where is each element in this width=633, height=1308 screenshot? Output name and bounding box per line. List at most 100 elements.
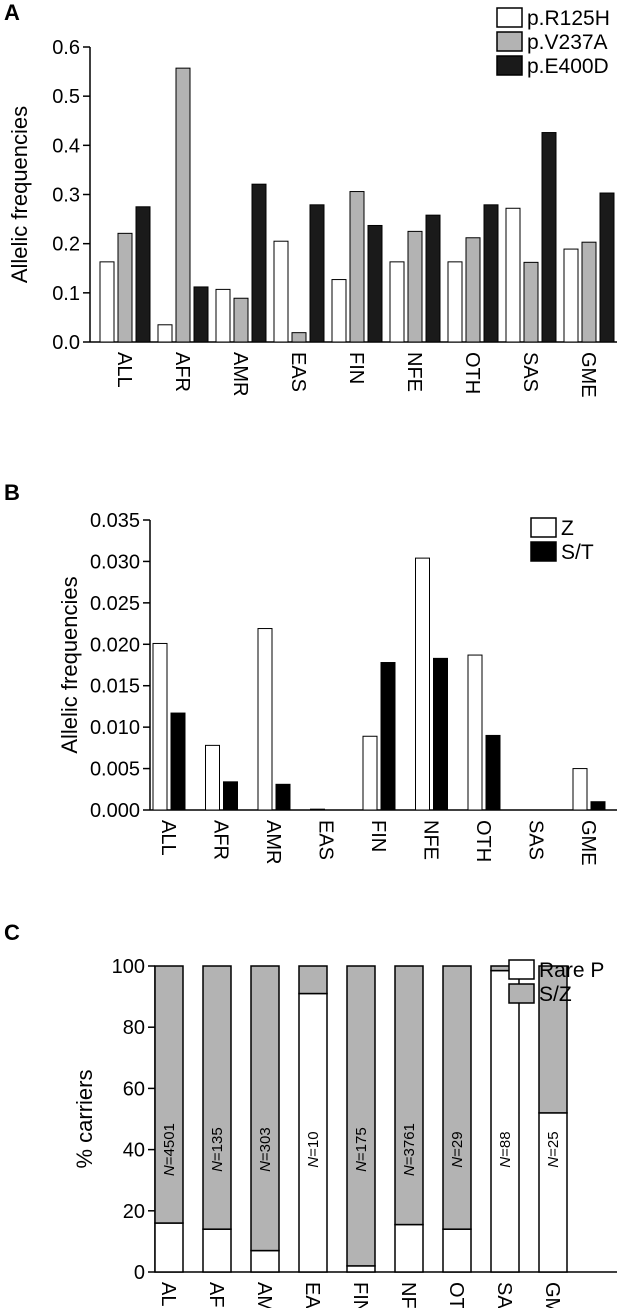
bar-a-nfe-p-e400d xyxy=(425,214,441,343)
bar-a-all-p-r125h xyxy=(99,261,115,343)
x-tick-label-b-fin: FIN xyxy=(367,820,389,852)
bar-c-gme-rare-p xyxy=(538,1112,568,1273)
bar-c-gme-s-z xyxy=(538,965,568,1114)
bar-c-afr-s-z xyxy=(202,965,232,1230)
x-tick-label-c-eas: EAS xyxy=(301,1282,323,1308)
y-tick-label-b: 0.020 xyxy=(90,634,140,656)
chart-c: 0 20 40 60 80 100 % carriers N=4501 ALL N=135 AFR N… xyxy=(72,956,617,1308)
y-tick-label-b: 0.025 xyxy=(90,593,140,615)
panel-letter-b: B xyxy=(4,480,20,505)
panel-letter-a: A xyxy=(4,0,20,25)
y-tick-label-b: 0.000 xyxy=(90,800,140,822)
x-tick-label-c-fin: FIN xyxy=(349,1282,371,1308)
legend-label-a-p-v237a: p.V237A xyxy=(527,31,608,54)
n-label-afr: N=135 xyxy=(209,1127,226,1172)
bar-b-oth-z xyxy=(467,654,483,811)
y-tick-label-c: 20 xyxy=(123,1201,145,1223)
x-tick-label-c-afr: AFR xyxy=(205,1282,227,1308)
legend-label-c-rare-p: Rare P xyxy=(539,959,604,982)
x-tick-label-c-nfe: NFE xyxy=(397,1282,419,1308)
legend-label-a-p-r125h: p.R125H xyxy=(527,7,610,30)
bar-b-gme-s-t xyxy=(590,801,606,811)
n-label-oth: N=29 xyxy=(449,1131,466,1167)
bar-c-fin-rare-p xyxy=(346,1265,376,1273)
bar-a-all-p-v237a xyxy=(117,232,133,343)
bar-a-fin-p-r125h xyxy=(331,279,347,343)
y-axis-label-b: Allelic frequencies xyxy=(57,576,82,753)
y-tick-label-b: 0.015 xyxy=(90,676,140,698)
n-label-gme: N=25 xyxy=(545,1131,562,1167)
bar-a-gme-p-v237a xyxy=(581,241,597,343)
bar-c-amr-s-z xyxy=(250,965,280,1252)
bar-a-afr-p-r125h xyxy=(157,324,173,343)
bar-c-all-s-z xyxy=(154,965,184,1224)
x-tick-label-b-afr: AFR xyxy=(210,820,232,860)
y-tick-label-a: 0.3 xyxy=(52,185,80,207)
legend-swatch-b-z xyxy=(530,517,557,538)
bar-c-eas-rare-p xyxy=(298,992,328,1273)
x-tick-label-c-gme: GME xyxy=(541,1282,563,1308)
bar-a-gme-p-r125h xyxy=(563,248,579,343)
x-tick-label-a-amr: AMR xyxy=(229,352,251,396)
bar-a-amr-p-e400d xyxy=(251,183,267,343)
n-label-fin: N=175 xyxy=(353,1127,370,1172)
n-label-all: N=4501 xyxy=(161,1123,178,1176)
legend-swatch-a-p-r125h xyxy=(496,7,523,28)
y-tick-label-a: 0.4 xyxy=(52,135,80,157)
bar-c-afr-rare-p xyxy=(202,1228,232,1273)
x-tick-label-a-fin: FIN xyxy=(345,352,367,384)
x-tick-label-b-eas: EAS xyxy=(315,820,337,860)
bar-a-amr-p-r125h xyxy=(215,288,231,343)
bar-c-nfe-s-z xyxy=(394,965,424,1226)
n-label-amr: N=303 xyxy=(257,1127,274,1172)
bar-b-amr-z xyxy=(257,628,273,811)
y-tick-label-a: 0.0 xyxy=(52,332,80,354)
y-tick-label-c: 80 xyxy=(123,1017,145,1039)
bar-a-all-p-e400d xyxy=(135,206,151,343)
x-tick-label-c-sas: SAS xyxy=(493,1282,515,1308)
legend-label-b-s-t: S/T xyxy=(561,541,594,564)
y-tick-label-c: 100 xyxy=(112,956,145,978)
bar-b-fin-s-t xyxy=(380,662,396,811)
bar-a-oth-p-v237a xyxy=(465,237,481,343)
bar-a-gme-p-e400d xyxy=(599,192,615,343)
bar-c-fin-s-z xyxy=(346,965,376,1267)
y-tick-label-b: 0.005 xyxy=(90,759,140,781)
bar-c-all-rare-p xyxy=(154,1222,184,1273)
bar-c-sas-rare-p xyxy=(490,969,520,1273)
x-tick-label-b-oth: OTH xyxy=(472,820,494,862)
bar-b-all-z xyxy=(152,642,168,811)
bar-b-fin-z xyxy=(362,735,378,811)
x-tick-label-c-oth: OTH xyxy=(445,1282,467,1308)
x-tick-label-a-oth: OTH xyxy=(461,352,483,394)
bar-a-eas-p-r125h xyxy=(273,240,289,343)
legend-swatch-a-p-v237a xyxy=(496,31,523,52)
bar-a-afr-p-e400d xyxy=(193,286,209,343)
y-tick-label-b: 0.030 xyxy=(90,551,140,573)
legend-swatch-a-p-e400d xyxy=(496,55,523,76)
x-tick-label-a-eas: EAS xyxy=(287,352,309,392)
panel-letter-c: C xyxy=(4,920,20,945)
bar-b-afr-z xyxy=(205,744,220,811)
legend-label-b-z: Z xyxy=(561,517,574,540)
bar-b-oth-s-t xyxy=(485,734,501,811)
bar-a-sas-p-v237a xyxy=(523,261,539,343)
bar-a-nfe-p-r125h xyxy=(389,261,405,343)
bar-a-sas-p-r125h xyxy=(505,207,521,343)
bar-c-eas-s-z xyxy=(298,965,328,995)
bar-c-oth-rare-p xyxy=(442,1228,472,1273)
bar-a-fin-p-e400d xyxy=(367,224,383,343)
bar-a-eas-p-e400d xyxy=(309,204,325,343)
bar-a-eas-p-v237a xyxy=(291,332,307,343)
bar-a-oth-p-e400d xyxy=(483,204,499,343)
x-tick-label-b-sas: SAS xyxy=(525,820,547,860)
x-tick-label-b-amr: AMR xyxy=(262,820,284,864)
bar-a-fin-p-v237a xyxy=(349,191,365,343)
bar-c-amr-rare-p xyxy=(250,1249,280,1273)
chart-b: 0.000 0.005 0.010 0.015 0.020 0.025 0.030 0.035… xyxy=(57,510,617,866)
bar-a-sas-p-e400d xyxy=(541,132,557,343)
x-tick-label-c-amr: AMR xyxy=(253,1282,275,1308)
y-axis-label-c: % carriers xyxy=(72,1069,97,1168)
bar-a-nfe-p-v237a xyxy=(407,230,423,343)
